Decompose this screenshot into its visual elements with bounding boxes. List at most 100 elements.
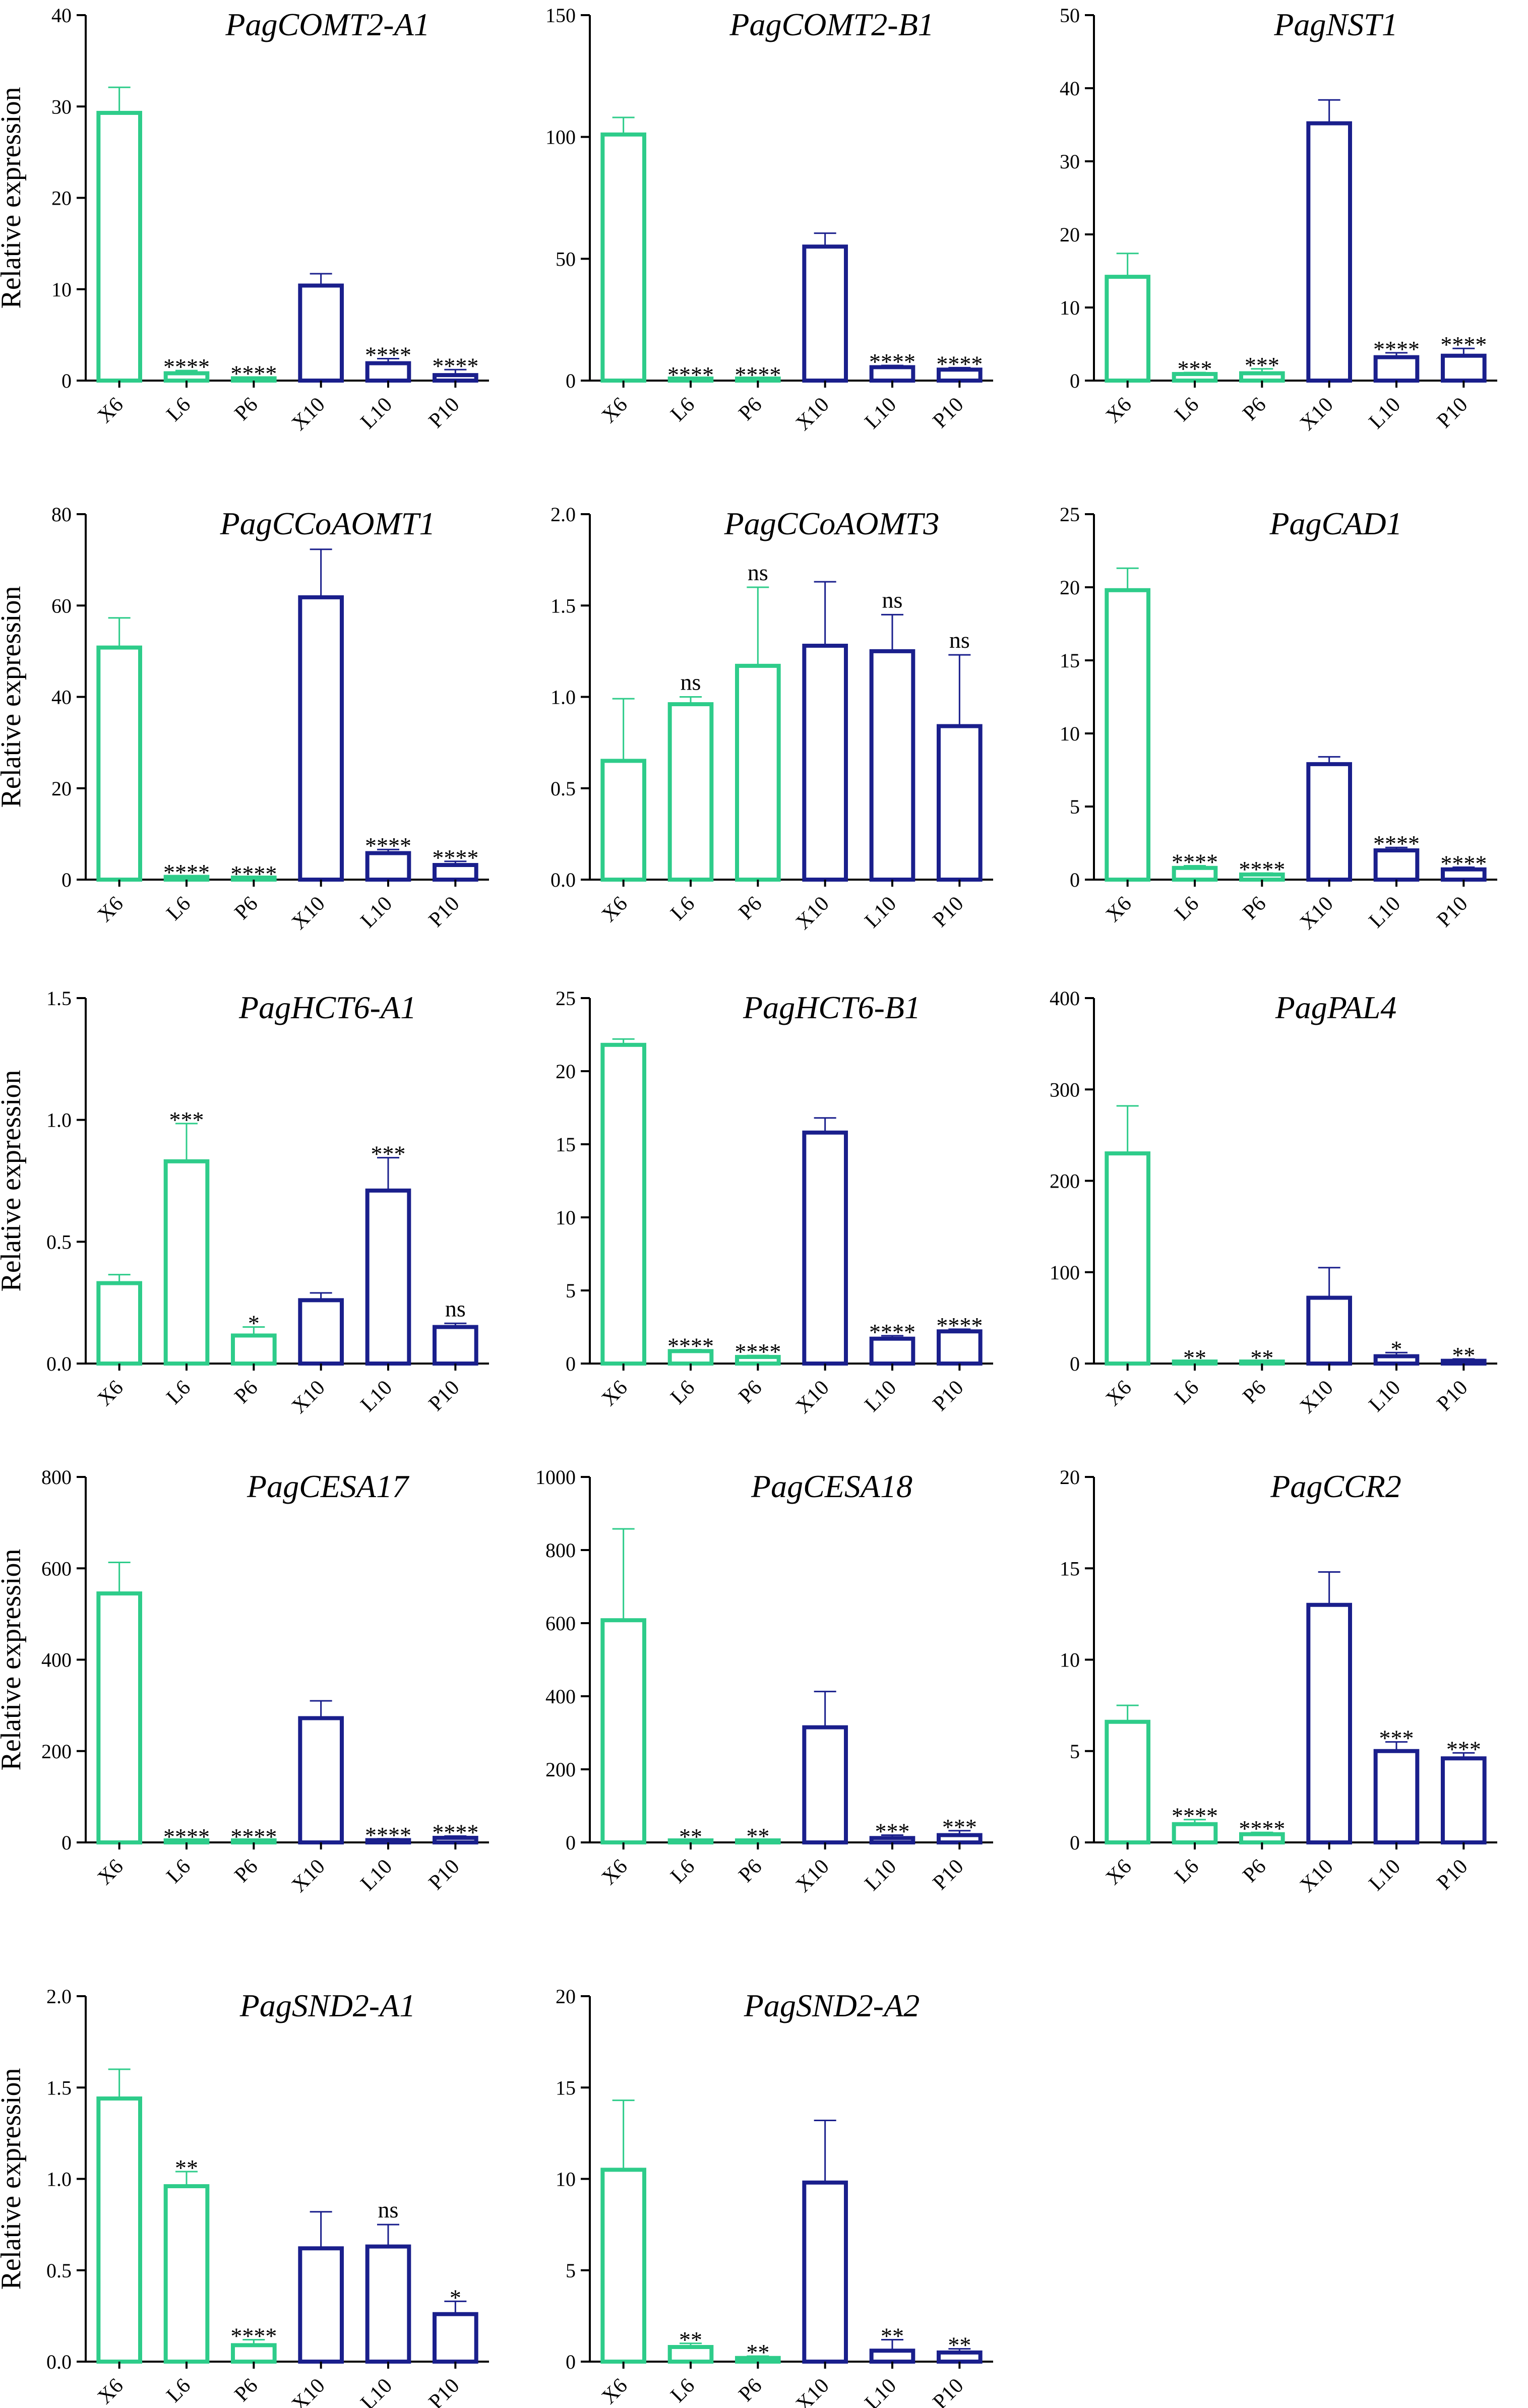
y-tick-label: 15 [556,2076,576,2099]
y-tick-label: 800 [41,1466,72,1489]
category-label: X6 [93,1855,128,1890]
category-label: X6 [597,1376,632,1411]
significance-label: **** [1440,850,1487,876]
category-label: X10 [1296,393,1338,436]
category-label: X6 [597,892,632,927]
chart-title: PagCESA17 [247,1468,410,1504]
y-tick-label: 1000 [535,1466,576,1489]
significance-label: ** [948,2332,971,2358]
category-label: L10 [356,1376,397,1416]
y-tick-label: 15 [556,1133,576,1156]
bar [802,244,848,383]
chart-panel: 0 5 10 15 20 PagSND2-A2 X6 ** L6 ** P6 X10 ** L10 ** P1… [556,1985,993,2408]
category-label: P10 [929,1855,968,1895]
significance-label: *** [942,1814,977,1840]
y-tick-label: 0.0 [46,2351,72,2373]
category-label: P10 [1433,1376,1473,1416]
bar [869,649,915,882]
y-tick-label: 150 [545,4,576,27]
y-tick-label: 50 [556,248,576,270]
category-label: L10 [1365,1855,1405,1895]
category-label: P10 [929,1376,968,1416]
chart-panel: 0 10 20 30 40 PagCOMT2-A1 Relative expression X… [0,4,489,435]
y-tick-label: 20 [1060,1466,1080,1489]
significance-label: ** [679,2327,702,2353]
category-label: L6 [666,892,700,925]
bar [433,2312,478,2364]
significance-label: **** [869,349,915,375]
category-label: P6 [230,1376,263,1408]
y-tick-label: 20 [1060,576,1080,599]
y-tick-label: 1.5 [46,987,72,1010]
category-label: X10 [287,1855,330,1897]
category-label: X6 [597,1855,632,1890]
y-tick-label: 5 [1070,1740,1080,1763]
chart-panel: 0 5 10 15 20 25 PagCAD1 X6 **** L6 **** P6 X10 **** L1… [1060,503,1497,934]
significance-label: *** [169,1107,204,1133]
y-tick-label: 40 [51,686,72,709]
y-tick-label: 30 [51,95,72,118]
y-tick-label: 30 [1060,150,1080,173]
chart-title: PagHCT6-B1 [743,990,921,1025]
bar [231,1333,277,1366]
significance-label: **** [163,354,210,380]
y-tick-label: 400 [545,1685,576,1708]
category-label: L6 [1171,1855,1204,1888]
bar [365,2244,411,2364]
y-tick-label: 5 [1070,795,1080,818]
y-tick-label: 20 [51,187,72,210]
y-tick-label: 1.5 [551,594,576,617]
y-tick-label: 5 [566,2259,576,2282]
significance-label: **** [1373,336,1420,362]
y-tick-label: 300 [1050,1078,1080,1101]
category-label: L6 [162,1376,196,1409]
bar [1105,588,1150,882]
bar [600,1618,647,1844]
significance-label: **** [1239,1816,1285,1841]
significance-label: *** [1379,1725,1414,1751]
category-label: X10 [791,2374,834,2408]
y-tick-label: 20 [1060,223,1080,246]
bar [802,2180,848,2364]
category-label: X10 [1296,1376,1338,1418]
significance-label: **** [365,833,411,858]
y-tick-label: 15 [1060,1557,1080,1580]
category-label: P10 [424,892,464,932]
bar [1373,1749,1420,1844]
chart-title: PagCOMT2-A1 [225,7,430,42]
significance-label: *** [875,1819,910,1844]
y-tick-label: 200 [41,1740,72,1763]
category-label: P6 [735,1376,767,1408]
y-tick-label: 0.5 [46,1230,72,1253]
category-label: L6 [666,393,700,426]
category-label: L6 [162,393,196,426]
bar [298,2246,344,2364]
category-label: L6 [162,2374,196,2407]
bar [1306,121,1352,383]
y-tick-label: 600 [41,1557,72,1580]
significance-label: ns [445,1295,466,1321]
category-label: X6 [93,1376,128,1411]
significance-label: ** [881,2323,904,2349]
y-axis-label: Relative expression [0,1070,27,1291]
chart-title: PagCCoAOMT3 [724,506,940,541]
bar [1441,353,1487,383]
bar [96,2096,142,2364]
category-label: P10 [929,393,968,433]
category-label: L6 [162,892,196,925]
y-tick-label: 0 [566,2351,576,2373]
bar [1105,1151,1150,1366]
y-tick-label: 200 [545,1758,576,1781]
y-tick-label: 25 [1060,503,1080,526]
chart-title: PagNST1 [1273,7,1397,42]
category-label: X10 [287,393,330,436]
y-tick-label: 20 [51,777,72,800]
bar [365,1188,411,1366]
y-tick-label: 600 [545,1612,576,1635]
y-tick-label: 10 [556,2168,576,2191]
significance-label: ns [378,2197,399,2222]
category-label: P10 [424,2374,464,2408]
category-label: X10 [1296,1855,1338,1897]
category-label: X6 [1102,1855,1136,1890]
